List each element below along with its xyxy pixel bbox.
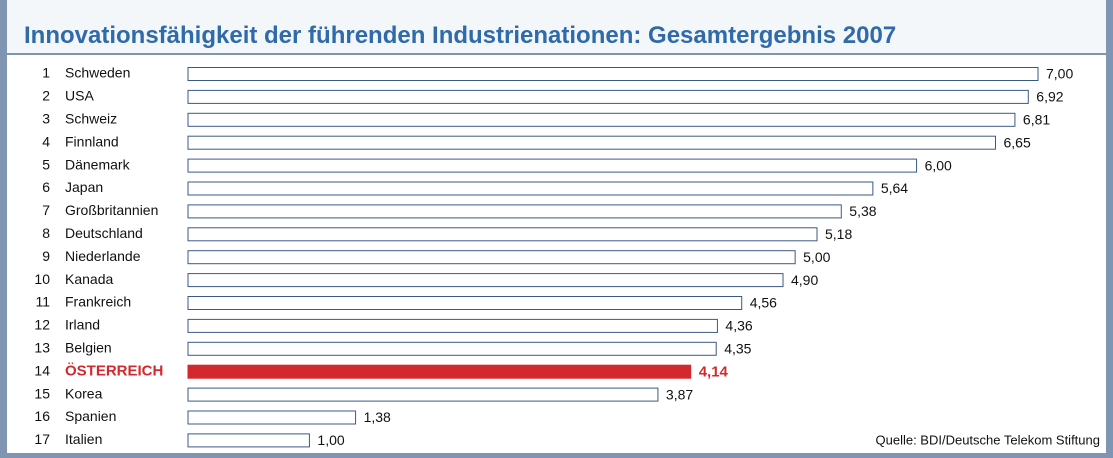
rank-label: 11 <box>35 294 50 310</box>
value-label: 4,14 <box>699 364 729 381</box>
value-label: 6,00 <box>925 157 952 173</box>
bar <box>187 341 717 356</box>
bar <box>187 273 784 288</box>
title-band <box>7 0 1106 53</box>
rank-label: 15 <box>34 385 50 401</box>
rank-label: 16 <box>34 408 50 424</box>
bar <box>187 89 1029 104</box>
source: Quelle: BDI/Deutsche Telekom Stiftung <box>876 432 1101 447</box>
category-label: ÖSTERREICH <box>65 363 163 380</box>
category-label: Deutschland <box>65 225 143 241</box>
rank-label: 17 <box>34 431 50 447</box>
category-label: Schweiz <box>65 111 117 127</box>
value-label: 4,56 <box>750 295 777 311</box>
bar <box>187 67 1039 81</box>
category-label: Großbritannien <box>65 202 158 218</box>
value-label: 5,18 <box>825 226 852 242</box>
value-label: 5,00 <box>803 249 830 265</box>
category-label: Japan <box>65 179 103 195</box>
rank-label: 9 <box>42 248 50 264</box>
rank-label: 10 <box>34 271 50 287</box>
value-label: 4,90 <box>791 272 818 288</box>
category-label: Schweden <box>65 65 130 81</box>
bar <box>187 296 743 310</box>
value-label: 5,38 <box>849 203 876 219</box>
category-label: Korea <box>65 385 103 401</box>
category-label: Kanada <box>65 271 113 287</box>
rank-label: 3 <box>42 111 50 127</box>
chart-title: Innovationsfähigkeit der führenden Indus… <box>24 22 896 49</box>
bar <box>187 204 842 219</box>
value-label: 3,87 <box>666 386 693 402</box>
bar <box>187 387 659 402</box>
category-label: Finnland <box>65 133 119 149</box>
bar <box>187 364 692 379</box>
rank-label: 14 <box>34 362 50 378</box>
category-label: Belgien <box>65 340 112 356</box>
value-label: 4,35 <box>724 341 751 357</box>
rank-label: 12 <box>34 317 50 333</box>
value-label: 6,81 <box>1023 112 1050 128</box>
rank-label: 5 <box>42 156 50 172</box>
rank-label: 6 <box>42 179 50 195</box>
bar <box>187 410 357 425</box>
rank-label: 13 <box>34 340 50 356</box>
category-label: USA <box>65 88 94 104</box>
bar <box>187 433 310 448</box>
category-label: Niederlande <box>65 248 141 264</box>
category-label: Frankreich <box>65 294 131 310</box>
rank-label: 2 <box>42 88 50 104</box>
category-label: Dänemark <box>65 156 131 172</box>
value-label: 4,36 <box>725 318 752 334</box>
value-label: 1,00 <box>317 432 344 448</box>
value-label: 1,38 <box>364 409 391 425</box>
rank-label: 7 <box>42 202 50 218</box>
category-label: Spanien <box>65 408 116 424</box>
bar <box>187 227 818 242</box>
value-label: 6,65 <box>1004 134 1031 150</box>
bar <box>187 158 918 173</box>
rank-label: 4 <box>42 133 50 149</box>
rank-label: 8 <box>42 225 50 241</box>
value-label: 6,92 <box>1036 89 1063 105</box>
value-label: 5,64 <box>881 180 908 196</box>
rank-label: 1 <box>42 65 50 81</box>
category-label: Irland <box>65 317 100 333</box>
value-label: 7,00 <box>1046 66 1073 82</box>
bar <box>187 250 796 265</box>
bar <box>187 112 1016 127</box>
bar <box>187 181 874 196</box>
category-label: Italien <box>65 431 102 447</box>
bar <box>187 135 996 150</box>
bar <box>187 318 718 333</box>
